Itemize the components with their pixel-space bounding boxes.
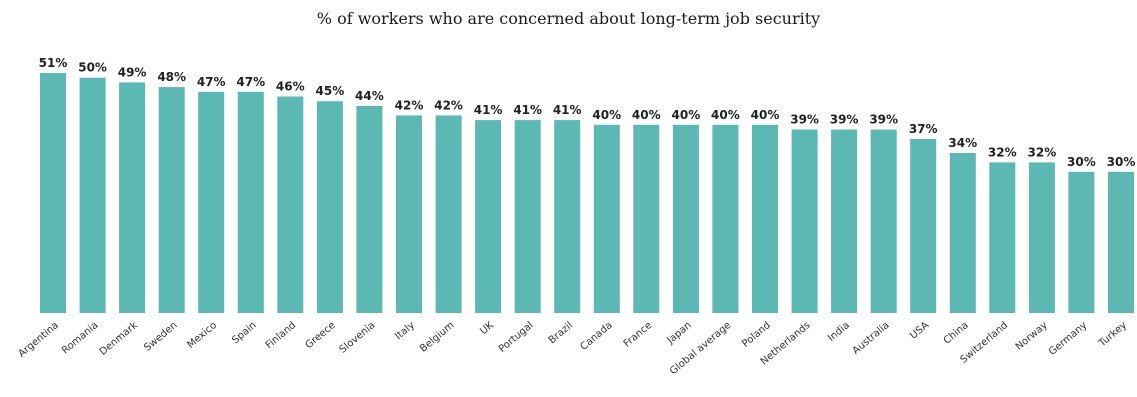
bar: [791, 129, 818, 313]
data-label: 39%: [790, 113, 819, 127]
data-label: 37%: [909, 122, 938, 136]
bar: [672, 124, 699, 313]
data-label: 34%: [948, 136, 977, 150]
category-tick-label: Brazil: [547, 320, 575, 346]
bar: [475, 120, 502, 313]
category-tick-label: Germany: [1047, 320, 1089, 358]
bar: [277, 96, 304, 313]
category-tick-label: China: [942, 320, 971, 347]
bar: [158, 87, 185, 313]
data-label: 41%: [553, 103, 582, 117]
bar: [870, 129, 897, 313]
data-label: 32%: [988, 145, 1017, 159]
data-label: 46%: [276, 80, 305, 94]
data-label: 41%: [474, 103, 503, 117]
data-label: 42%: [434, 98, 463, 112]
category-tick-label: Portugal: [497, 320, 536, 355]
category-tick-label: Slovenia: [338, 320, 378, 356]
bar: [237, 91, 264, 313]
data-label: 30%: [1107, 155, 1136, 169]
bar: [198, 91, 225, 313]
data-label: 39%: [869, 113, 898, 127]
category-tick-label: Sweden: [142, 320, 179, 354]
category-tick-label: Turkey: [1096, 320, 1129, 350]
bar: [1068, 171, 1095, 313]
category-tick-label: Denmark: [98, 320, 140, 358]
category-tick-label: Canada: [579, 320, 615, 353]
data-label: 45%: [316, 84, 345, 98]
bar: [554, 120, 581, 313]
data-label: 42%: [395, 98, 424, 112]
data-label: 44%: [355, 89, 384, 103]
bar: [949, 153, 976, 313]
chart-title: % of workers who are concerned about lon…: [316, 9, 821, 28]
value-labels-layer: 51% 50% 49% 48% 47% 47% 46% 45% 44% 42% 42% 41% 41% 4…: [39, 56, 1136, 169]
bar: [316, 101, 343, 313]
data-label: 40%: [672, 108, 701, 122]
bar: [396, 115, 422, 314]
bar: [989, 162, 1016, 313]
bar: [712, 124, 739, 313]
category-tick-label: UK: [478, 320, 496, 338]
data-label: 47%: [197, 75, 226, 89]
data-label: 39%: [830, 113, 859, 127]
bar: [514, 120, 541, 313]
data-label: 47%: [236, 75, 265, 89]
category-tick-label: Australia: [851, 320, 892, 357]
data-label: 40%: [751, 108, 780, 122]
bar: [831, 129, 858, 313]
category-tick-label: Norway: [1014, 320, 1050, 353]
category-tick-label: Mexico: [185, 320, 219, 351]
data-label: 40%: [711, 108, 740, 122]
category-tick-label: Belgium: [418, 320, 456, 355]
data-label: 32%: [1028, 145, 1057, 159]
data-label: 40%: [592, 108, 621, 122]
category-tick-label: France: [622, 320, 655, 350]
bars-layer: [40, 73, 1134, 314]
bar: [752, 124, 778, 313]
data-label: 30%: [1067, 155, 1096, 169]
category-tick-label: Romania: [60, 320, 101, 357]
category-tick-label: Italy: [393, 320, 417, 342]
bar: [633, 124, 660, 313]
data-label: 41%: [513, 103, 542, 117]
data-label: 48%: [157, 70, 186, 84]
category-tick-label: Japan: [665, 320, 694, 347]
bar: [593, 124, 620, 313]
category-tick-label: Greece: [303, 320, 337, 351]
category-tick-label: Poland: [740, 320, 773, 350]
data-label: 51%: [39, 56, 68, 70]
bar: [40, 73, 66, 313]
bar: [435, 115, 462, 314]
bar: [1028, 162, 1055, 313]
category-tick-label: USA: [908, 320, 931, 342]
bar: [79, 77, 106, 313]
bar: [910, 138, 937, 313]
category-tick-label: Finland: [264, 320, 298, 351]
category-tick-label: India: [826, 320, 852, 344]
category-tick-label: Spain: [230, 320, 258, 346]
bar: [356, 105, 383, 314]
category-tick-label: Argentina: [16, 320, 60, 360]
bar: [1108, 171, 1134, 313]
data-label: 50%: [78, 61, 107, 75]
bar: [119, 82, 146, 314]
data-label: 40%: [632, 108, 661, 122]
data-label: 49%: [118, 65, 147, 79]
